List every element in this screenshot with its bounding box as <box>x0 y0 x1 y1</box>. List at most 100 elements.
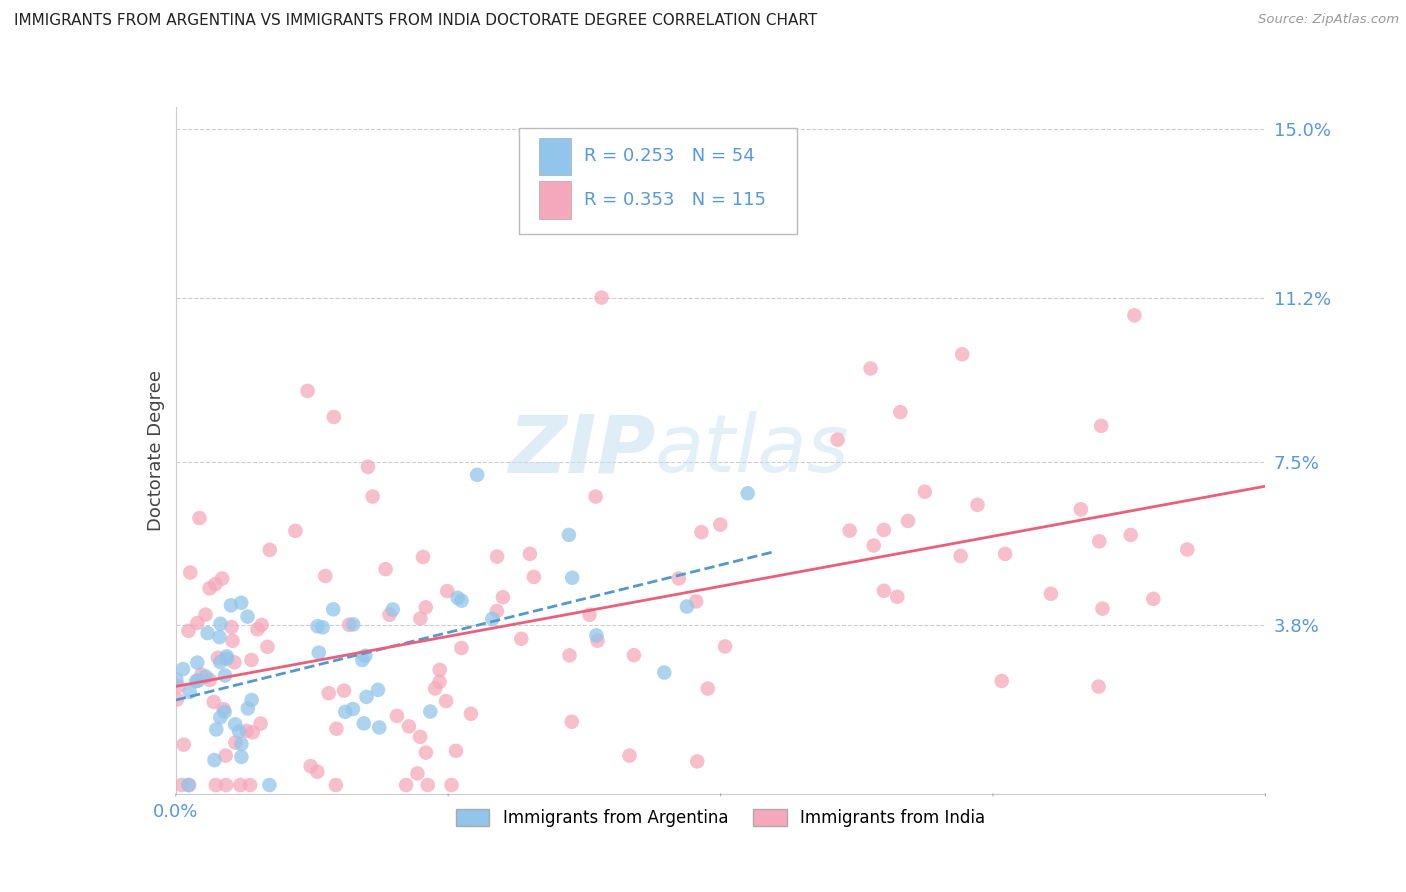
Point <box>447 591 470 605</box>
Text: R = 0.253   N = 54: R = 0.253 N = 54 <box>585 147 755 166</box>
Point <box>215 649 238 664</box>
Point <box>204 778 226 792</box>
Point <box>897 514 920 528</box>
Point <box>325 722 347 736</box>
Point <box>198 673 221 687</box>
Point <box>481 612 503 626</box>
Point <box>322 602 344 616</box>
Point <box>412 549 434 564</box>
Point <box>696 681 718 696</box>
Point <box>374 562 396 576</box>
Point <box>416 778 439 792</box>
Point <box>173 738 195 752</box>
Point <box>190 667 212 681</box>
Point <box>406 766 429 780</box>
Point <box>307 619 329 633</box>
Point <box>299 759 322 773</box>
Point <box>197 626 219 640</box>
Point <box>259 778 281 792</box>
Point <box>561 714 583 729</box>
Point <box>873 523 896 537</box>
Point <box>307 764 329 779</box>
Point <box>444 744 467 758</box>
Point <box>873 583 896 598</box>
Point <box>1088 534 1111 549</box>
Point <box>342 617 364 632</box>
Point <box>186 615 208 630</box>
Point <box>202 695 225 709</box>
Point <box>1091 601 1114 615</box>
Point <box>215 778 238 792</box>
Point <box>215 652 238 666</box>
Point <box>235 723 257 738</box>
Point <box>465 467 488 482</box>
Point <box>184 674 207 689</box>
Point <box>966 498 988 512</box>
Point <box>558 648 581 663</box>
FancyBboxPatch shape <box>519 128 797 234</box>
Point <box>586 633 609 648</box>
Point <box>259 542 281 557</box>
Point <box>429 663 451 677</box>
Point <box>335 705 357 719</box>
Point <box>322 409 344 424</box>
Point <box>381 602 404 616</box>
Point <box>949 549 972 563</box>
Point <box>284 524 307 538</box>
Point <box>211 572 233 586</box>
Point <box>409 730 432 744</box>
Point <box>485 604 508 618</box>
Text: IMMIGRANTS FROM ARGENTINA VS IMMIGRANTS FROM INDIA DOCTORATE DEGREE CORRELATION : IMMIGRANTS FROM ARGENTINA VS IMMIGRANTS … <box>14 13 817 29</box>
Point <box>914 484 936 499</box>
Point <box>219 599 242 613</box>
Point <box>179 778 201 792</box>
Point <box>1087 680 1109 694</box>
Point <box>202 753 225 767</box>
Point <box>215 748 238 763</box>
Text: Source: ZipAtlas.com: Source: ZipAtlas.com <box>1258 13 1399 27</box>
Bar <box>538 181 571 219</box>
Point <box>578 607 600 622</box>
Point <box>1070 502 1092 516</box>
Point <box>838 524 860 538</box>
Point <box>1142 591 1164 606</box>
Point <box>239 778 262 792</box>
Point <box>1090 418 1112 433</box>
Point <box>208 630 231 644</box>
Point <box>436 584 458 599</box>
Point <box>170 778 193 792</box>
Point <box>325 778 347 792</box>
Point <box>709 517 731 532</box>
Point <box>619 748 641 763</box>
Point <box>368 721 391 735</box>
Point <box>209 616 232 631</box>
Point <box>318 686 340 700</box>
Point <box>423 681 446 696</box>
Point <box>179 685 201 699</box>
Point <box>236 609 259 624</box>
Point <box>250 618 273 632</box>
Point <box>886 590 908 604</box>
Point <box>312 620 335 634</box>
Text: ZIP: ZIP <box>508 411 655 490</box>
Point <box>561 571 583 585</box>
Point <box>186 656 208 670</box>
Point <box>166 692 188 706</box>
Point <box>492 590 515 604</box>
Point <box>246 622 269 636</box>
Point <box>652 665 675 680</box>
Point <box>460 706 482 721</box>
Point <box>297 384 319 398</box>
Point <box>249 716 271 731</box>
Point <box>434 694 457 708</box>
Point <box>209 655 232 669</box>
Point <box>231 737 253 751</box>
Point <box>714 640 737 654</box>
Point <box>205 723 228 737</box>
Text: 0.0%: 0.0% <box>153 803 198 821</box>
Point <box>450 593 472 607</box>
Point <box>221 633 243 648</box>
Point <box>204 577 226 591</box>
Point <box>378 607 401 622</box>
Point <box>1175 542 1198 557</box>
